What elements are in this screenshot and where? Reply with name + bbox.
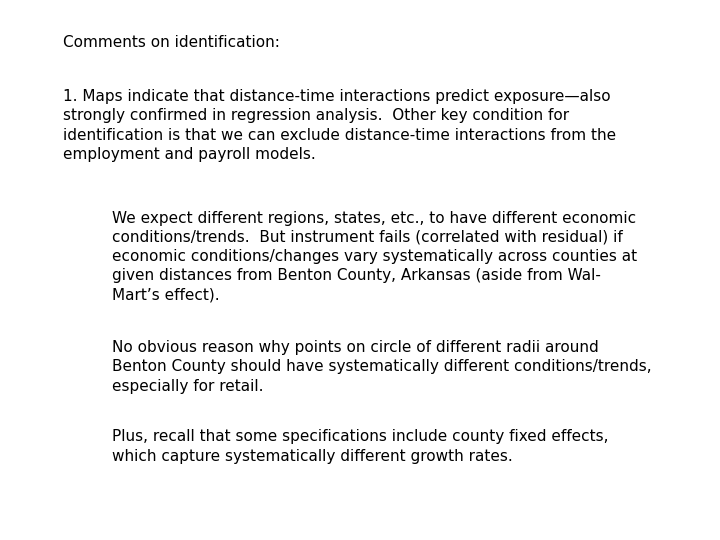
Text: 1. Maps indicate that distance-time interactions predict exposure—also
strongly : 1. Maps indicate that distance-time inte… [63,89,616,161]
Text: No obvious reason why points on circle of different radii around
Benton County s: No obvious reason why points on circle o… [112,340,651,394]
Text: We expect different regions, states, etc., to have different economic
conditions: We expect different regions, states, etc… [112,211,636,302]
Text: Comments on identification:: Comments on identification: [63,35,280,50]
Text: Plus, recall that some specifications include county fixed effects,
which captur: Plus, recall that some specifications in… [112,429,608,463]
